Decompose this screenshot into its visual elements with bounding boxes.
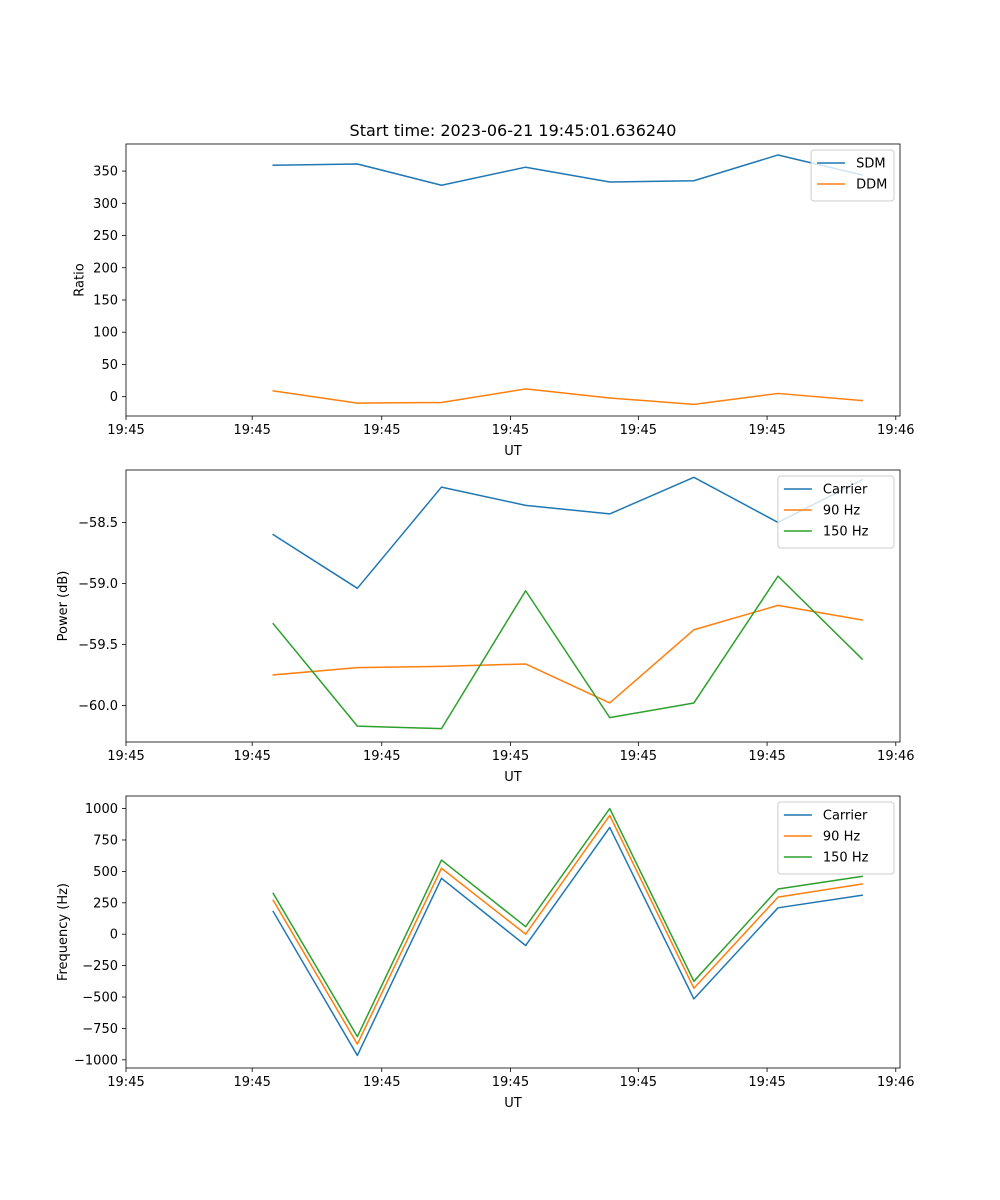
- series-line-power-1: [272, 604, 864, 704]
- legend-label-frequency-0: Carrier: [823, 809, 868, 824]
- legend-label-power-0: Carrier: [823, 483, 868, 498]
- x-tick-label-power-2: 19:45: [363, 749, 400, 764]
- x-tick-label-ratio-0: 19:45: [107, 423, 144, 438]
- y-tick-label-ratio-3: 150: [93, 293, 118, 308]
- legend-power: Carrier 90 Hz 150 Hz: [777, 475, 895, 549]
- x-tick-label-power-3: 19:45: [492, 749, 529, 764]
- y-tick-label-frequency-8: 1000: [85, 802, 118, 817]
- x-tick-label-power-6: 19:46: [877, 749, 914, 764]
- y-tick-label-power-1: −59.5: [78, 638, 118, 653]
- legend-label-frequency-1: 90 Hz: [823, 830, 860, 845]
- series-line-power-2: [272, 575, 864, 730]
- y-tick-label-frequency-2: −500: [82, 991, 118, 1006]
- y-tick-label-ratio-6: 300: [93, 197, 118, 212]
- y-tick-label-frequency-3: −250: [82, 959, 118, 974]
- legend-label-power-2: 150 Hz: [823, 525, 869, 540]
- y-tick-label-ratio-2: 100: [93, 326, 118, 341]
- series-line-ratio-0: [272, 154, 864, 186]
- y-tick-label-frequency-7: 750: [93, 833, 118, 848]
- x-tick-label-ratio-1: 19:45: [233, 423, 270, 438]
- y-tick-label-ratio-0: 0: [110, 390, 118, 405]
- figure-title: Start time: 2023-06-21 19:45:01.636240: [350, 121, 677, 140]
- x-tick-label-ratio-6: 19:46: [877, 423, 914, 438]
- legend-box-frequency: [777, 801, 895, 875]
- x-tick-label-frequency-6: 19:46: [877, 1075, 914, 1090]
- axes-frame-power: [125, 469, 901, 743]
- y-axis-label-ratio: Ratio: [72, 263, 87, 296]
- y-axis-label-frequency: Frequency (Hz): [56, 883, 71, 981]
- x-tick-label-ratio-2: 19:45: [363, 423, 400, 438]
- x-tick-label-frequency-0: 19:45: [107, 1075, 144, 1090]
- x-tick-label-frequency-3: 19:45: [492, 1075, 529, 1090]
- y-tick-label-ratio-7: 350: [93, 165, 118, 180]
- x-tick-label-frequency-1: 19:45: [233, 1075, 270, 1090]
- legend-ratio: SDM DDM: [810, 149, 895, 202]
- y-tick-label-ratio-4: 200: [93, 261, 118, 276]
- x-tick-label-ratio-5: 19:45: [748, 423, 785, 438]
- chart-panel-ratio: 19:45 19:45 19:45 19:45 19:45 19:45 19:46 0 50 10…: [72, 143, 915, 459]
- y-axis-label-power: Power (dB): [56, 571, 71, 642]
- legend-label-ratio-0: SDM: [856, 157, 885, 172]
- series-line-frequency-1: [272, 814, 863, 1045]
- axes-frame-ratio: [125, 143, 901, 417]
- y-tick-label-frequency-6: 500: [93, 865, 118, 880]
- legend-label-frequency-2: 150 Hz: [823, 851, 869, 866]
- series-line-ratio-1: [272, 388, 863, 406]
- legend-box-power: [777, 475, 895, 549]
- y-tick-label-power-0: −60.0: [78, 699, 118, 714]
- y-tick-label-ratio-1: 50: [101, 358, 118, 373]
- x-axis-label-ratio: UT: [504, 444, 522, 459]
- x-tick-label-frequency-4: 19:45: [620, 1075, 657, 1090]
- y-tick-label-frequency-1: −750: [82, 1022, 118, 1037]
- series-line-frequency-0: [272, 826, 863, 1057]
- y-tick-label-frequency-5: 250: [93, 896, 118, 911]
- y-tick-label-ratio-5: 250: [93, 229, 118, 244]
- series-line-power-0: [272, 476, 864, 590]
- chart-panel-power: 19:45 19:45 19:45 19:45 19:45 19:45 19:46 −60.0…: [56, 469, 915, 785]
- legend-label-ratio-1: DDM: [856, 178, 887, 193]
- x-axis-label-frequency: UT: [504, 1096, 522, 1111]
- x-tick-label-power-0: 19:45: [107, 749, 144, 764]
- x-tick-label-frequency-5: 19:45: [748, 1075, 785, 1090]
- y-tick-label-power-2: −59.0: [78, 577, 118, 592]
- x-tick-label-frequency-2: 19:45: [363, 1075, 400, 1090]
- x-tick-label-power-1: 19:45: [233, 749, 270, 764]
- y-tick-label-frequency-4: 0: [110, 928, 118, 943]
- chart-panels: 19:45 19:45 19:45 19:45 19:45 19:45 19:46 0 50 10…: [56, 143, 915, 1111]
- chart-panel-frequency: 19:45 19:45 19:45 19:45 19:45 19:45 19:46 −1000…: [56, 795, 915, 1111]
- x-tick-label-ratio-4: 19:45: [620, 423, 657, 438]
- x-axis-label-power: UT: [504, 770, 522, 785]
- axes-frame-frequency: [125, 795, 901, 1069]
- legend-frequency: Carrier 90 Hz 150 Hz: [777, 801, 895, 875]
- x-tick-label-power-4: 19:45: [620, 749, 657, 764]
- series-line-frequency-2: [272, 807, 863, 1038]
- y-tick-label-frequency-0: −1000: [74, 1053, 118, 1068]
- legend-label-power-1: 90 Hz: [823, 504, 860, 519]
- x-tick-label-power-5: 19:45: [748, 749, 785, 764]
- y-tick-label-power-3: −58.5: [78, 516, 118, 531]
- x-tick-label-ratio-3: 19:45: [492, 423, 529, 438]
